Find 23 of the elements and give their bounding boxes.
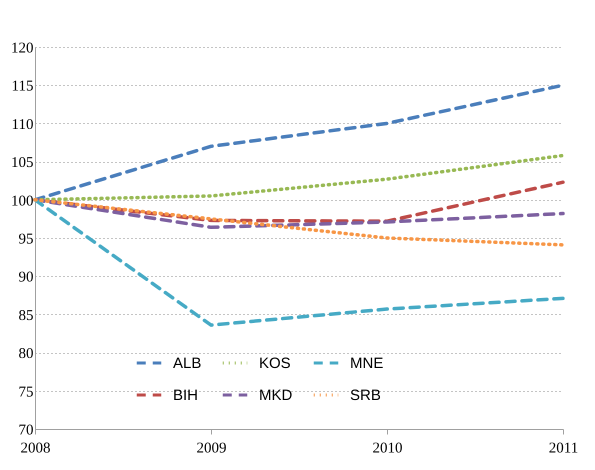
y-tick-label: 70 bbox=[18, 422, 34, 438]
legend-label: MNE bbox=[350, 355, 384, 372]
y-tick-label: 75 bbox=[18, 384, 34, 400]
y-tick-label: 100 bbox=[11, 193, 34, 210]
y-tick-label: 95 bbox=[18, 232, 34, 248]
y-tick-label: 120 bbox=[11, 40, 34, 56]
legend-label: BIH bbox=[173, 387, 198, 404]
y-tick-label: 90 bbox=[18, 270, 34, 286]
y-tick-label: 105 bbox=[11, 155, 34, 172]
y-tick-label: 80 bbox=[18, 346, 34, 362]
line-series bbox=[33, 198, 565, 247]
legend-label: SRB bbox=[350, 387, 381, 404]
y-tick-label: 85 bbox=[18, 308, 34, 324]
x-tick-label: 2010 bbox=[372, 440, 402, 456]
y-tick-label: 110 bbox=[12, 116, 34, 133]
x-tick-label: 2008 bbox=[20, 440, 50, 456]
line-series bbox=[33, 198, 565, 327]
x-tick-label: 2011 bbox=[548, 440, 578, 456]
y-tick-label: 115 bbox=[12, 78, 34, 95]
legend-label: MKD bbox=[259, 387, 292, 404]
legend-label: KOS bbox=[259, 355, 291, 372]
legend-label: ALB bbox=[173, 355, 202, 372]
x-tick-label: 2009 bbox=[196, 440, 226, 456]
